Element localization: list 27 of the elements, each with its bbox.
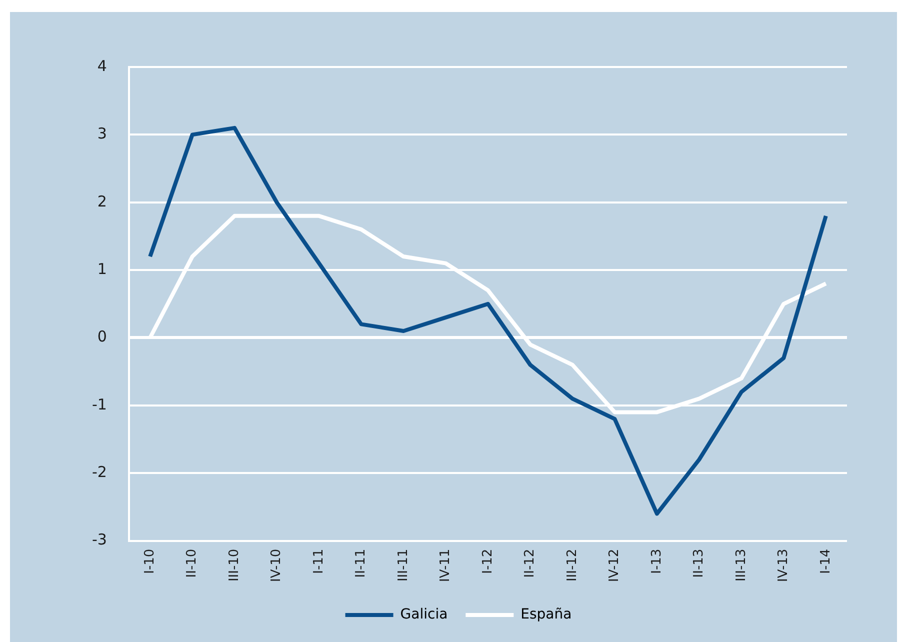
y-tick-label: -2 xyxy=(92,463,107,482)
x-tick-label: III-12 xyxy=(564,548,580,582)
legend-label: España xyxy=(520,606,572,623)
y-tick-label: 3 xyxy=(97,124,107,143)
x-tick-label: I-10 xyxy=(142,548,158,574)
x-tick-label: I-13 xyxy=(649,548,664,574)
y-tick-label: 1 xyxy=(97,260,107,278)
y-tick-label: 2 xyxy=(97,192,107,210)
x-tick-label: II-12 xyxy=(522,548,538,578)
x-tick-label: I-12 xyxy=(480,548,496,574)
x-tick-label: III-10 xyxy=(226,548,242,582)
y-tick-label: -1 xyxy=(92,395,107,414)
y-tick-label: 4 xyxy=(97,56,107,75)
x-tick-label: I-14 xyxy=(818,548,834,574)
x-tick-label: III-13 xyxy=(734,548,749,582)
x-tick-label: IV-12 xyxy=(607,548,622,582)
y-tick-label: 0 xyxy=(97,328,107,346)
x-tick-label: IV-11 xyxy=(438,548,454,582)
x-tick-label: IV-13 xyxy=(776,548,792,582)
legend-label: Galicia xyxy=(400,606,448,623)
x-tick-label: IV-10 xyxy=(269,548,284,582)
x-tick-label: I-11 xyxy=(311,548,326,574)
x-tick-label: III-11 xyxy=(396,548,411,582)
x-tick-label: II-13 xyxy=(692,548,707,578)
y-tick-label: -3 xyxy=(92,530,107,549)
x-tick-label: II-10 xyxy=(184,548,200,578)
x-tick-label: II-11 xyxy=(354,548,369,578)
